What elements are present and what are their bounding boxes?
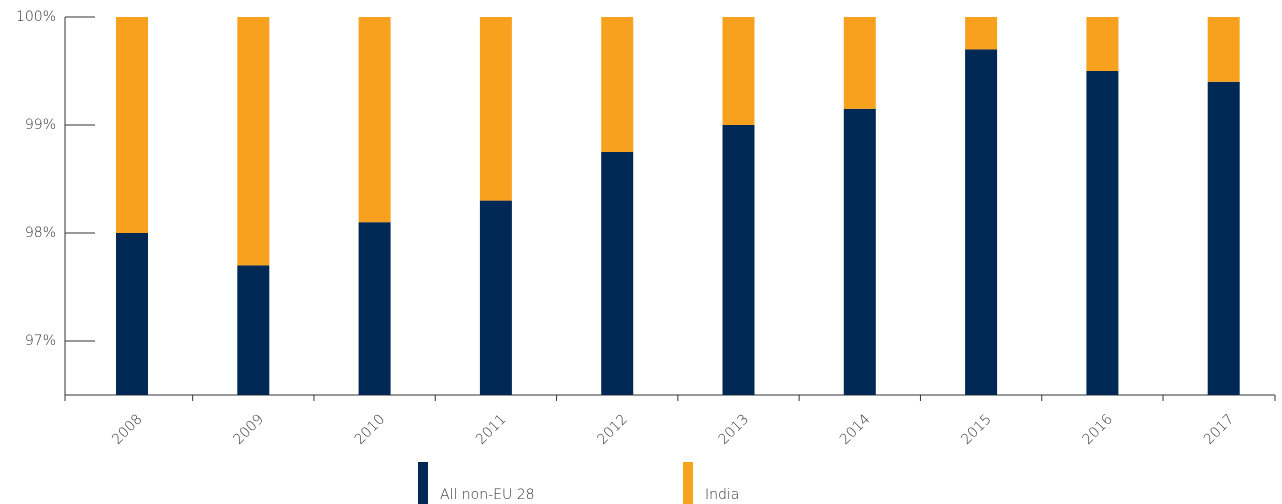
bar-segment xyxy=(479,200,512,395)
x-tick-label: 2013 xyxy=(716,411,753,448)
bar-segment xyxy=(965,49,998,396)
legend-label: India xyxy=(705,487,739,503)
bar-segment xyxy=(479,17,512,201)
x-tick-label: 2009 xyxy=(230,411,267,448)
bar-segment xyxy=(601,152,634,395)
bar-segment xyxy=(1086,71,1119,395)
x-tick-label: 2008 xyxy=(109,411,146,448)
y-tick-label: 98% xyxy=(25,225,56,241)
y-tick-label: 97% xyxy=(25,333,56,349)
x-tick-label: 2014 xyxy=(837,411,874,448)
y-tick-label: 99% xyxy=(25,117,56,133)
bar-segment xyxy=(843,108,876,396)
bar-segment xyxy=(722,125,755,395)
legend-label: All non-EU 28 xyxy=(440,487,535,503)
bar-segment xyxy=(237,17,270,266)
bar-segment xyxy=(358,222,391,395)
bar-segment xyxy=(722,17,755,125)
bar-segment xyxy=(1086,17,1119,71)
bar-segment xyxy=(116,233,148,395)
bar-segment xyxy=(843,17,876,109)
y-tick-label: 100% xyxy=(16,9,56,25)
legend-swatch xyxy=(683,462,693,504)
bar-segment xyxy=(601,17,634,152)
bar-segment xyxy=(358,17,391,223)
bar-segment xyxy=(965,17,998,50)
x-tick-label: 2011 xyxy=(473,411,510,448)
legend-swatch xyxy=(418,462,428,504)
x-tick-label: 2016 xyxy=(1080,411,1117,448)
bar-segment xyxy=(1207,17,1240,82)
x-tick-label: 2017 xyxy=(1201,411,1238,448)
x-tick-label: 2010 xyxy=(352,411,389,448)
x-tick-label: 2012 xyxy=(594,411,631,448)
bar-segment xyxy=(1207,81,1240,396)
bar-segment xyxy=(237,265,270,395)
x-tick-label: 2015 xyxy=(958,411,995,448)
bar-segment xyxy=(116,17,148,233)
